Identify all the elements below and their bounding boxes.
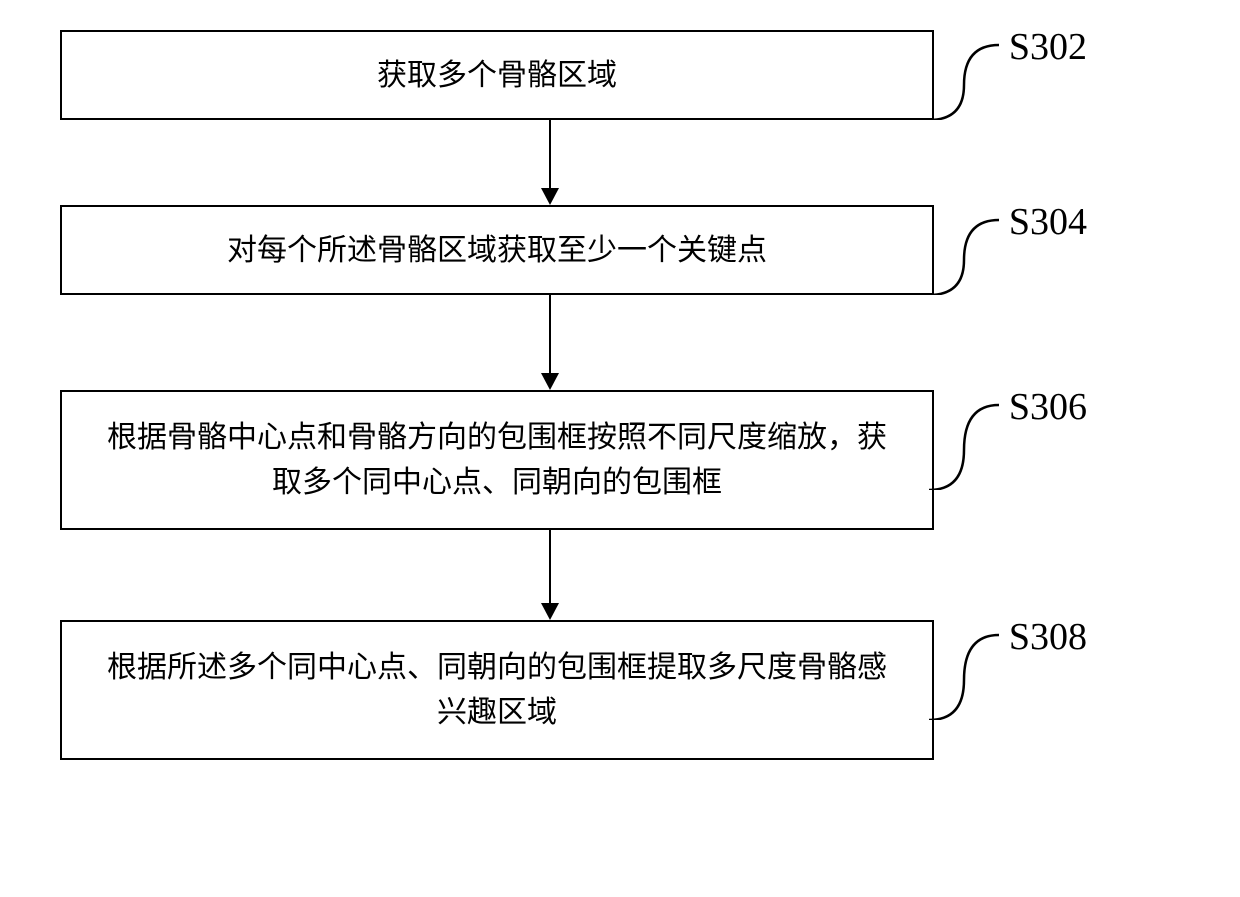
arrow-svg-2: [535, 295, 565, 390]
step-row-1: 获取多个骨骼区域 S302: [60, 30, 1040, 120]
connector-curve-3: [929, 390, 1009, 490]
step-box-1: 获取多个骨骼区域: [60, 30, 934, 120]
step-row-4: 根据所述多个同中心点、同朝向的包围框提取多尺度骨骼感兴趣区域 S308: [60, 620, 1040, 760]
step-text-4: 根据所述多个同中心点、同朝向的包围框提取多尺度骨骼感兴趣区域: [92, 645, 902, 735]
step-label-3: S306: [1009, 385, 1087, 429]
connector-curve-4: [929, 620, 1009, 720]
step-label-4: S308: [1009, 615, 1087, 659]
step-box-2: 对每个所述骨骼区域获取至少一个关键点: [60, 205, 934, 295]
arrow-svg-1: [535, 120, 565, 205]
step-label-1: S302: [1009, 25, 1087, 69]
arrow-3: [60, 530, 1040, 620]
connector-curve-1: [929, 30, 1009, 120]
arrow-1: [60, 120, 1040, 205]
step-row-2: 对每个所述骨骼区域获取至少一个关键点 S304: [60, 205, 1040, 295]
step-box-3: 根据骨骼中心点和骨骼方向的包围框按照不同尺度缩放，获取多个同中心点、同朝向的包围…: [60, 390, 934, 530]
connector-curve-2: [929, 205, 1009, 295]
arrow-svg-3: [535, 530, 565, 620]
step-box-4: 根据所述多个同中心点、同朝向的包围框提取多尺度骨骼感兴趣区域: [60, 620, 934, 760]
arrow-2: [60, 295, 1040, 390]
step-label-2: S304: [1009, 200, 1087, 244]
step-row-3: 根据骨骼中心点和骨骼方向的包围框按照不同尺度缩放，获取多个同中心点、同朝向的包围…: [60, 390, 1040, 530]
step-text-2: 对每个所述骨骼区域获取至少一个关键点: [227, 228, 767, 273]
flowchart-container: 获取多个骨骼区域 S302 对每个所述骨骼区域获取至少一个关键点 S304: [60, 30, 1040, 760]
step-text-3: 根据骨骼中心点和骨骼方向的包围框按照不同尺度缩放，获取多个同中心点、同朝向的包围…: [92, 415, 902, 505]
step-text-1: 获取多个骨骼区域: [377, 53, 617, 98]
